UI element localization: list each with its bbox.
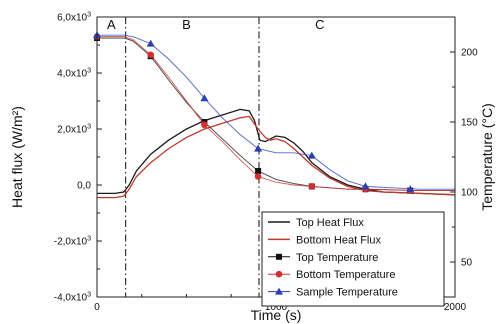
phase-layer: A B C: [107, 17, 325, 297]
x-tick-label: 1000: [265, 302, 288, 313]
phase-label-b: B: [182, 17, 191, 32]
sample-temperature-point: [406, 185, 415, 193]
legend-label-bottom-temperature: Bottom Temperature: [296, 269, 395, 281]
phase-label-a: A: [107, 17, 116, 32]
bottom-temperature-point: [308, 183, 316, 190]
top-temperature-line: [97, 37, 455, 192]
axis-layer: 0 1000 2000 6,0x103 4,0x103 2,0x103 0,0 -2,0x10…: [54, 12, 478, 314]
sample-temperature-point: [307, 151, 316, 159]
sample-temperature-point: [200, 94, 209, 102]
sample-temperature-point: [146, 39, 155, 47]
y2-tick-label: 100: [461, 188, 478, 199]
x-tick-label: 2000: [444, 302, 467, 313]
bottom-heat-flux-line: [97, 115, 456, 199]
sample-temperature-line: [97, 34, 455, 190]
phase-label-c: C: [315, 17, 324, 32]
y-tick-label: 0,0: [77, 181, 91, 192]
y2-tick-label: 50: [461, 258, 473, 269]
y-tick-label: 2,0x103: [57, 124, 91, 136]
bottom-temperature-point: [254, 173, 262, 180]
y-tick-label: -2,0x103: [54, 236, 91, 248]
top-temperature-point: [255, 168, 262, 174]
top-heat-flux-line: [97, 108, 456, 196]
y-axis-label: Heat flux (W/m²): [9, 106, 25, 208]
legend-label-bottom-heat-flux: Bottom Heat Flux: [296, 234, 381, 246]
x-axis-label: Time (s): [251, 307, 302, 323]
y-tick-label: -4,0x103: [54, 292, 91, 304]
legend-label-top-heat-flux: Top Heat Flux: [296, 217, 364, 229]
legend-marker-top-temperature: [276, 253, 282, 260]
series-layer: [93, 31, 456, 199]
legend-box: [261, 211, 445, 307]
y-tick-label: 4,0x103: [57, 68, 91, 80]
y2-tick-label: 150: [461, 118, 478, 129]
bottom-temperature-point: [147, 51, 154, 59]
y-tick-label: 6,0x103: [57, 12, 91, 24]
legend-marker-bottom-temperature: [275, 270, 283, 278]
sample-temperature-point: [361, 182, 370, 190]
x-tick-label: 0: [94, 302, 100, 313]
legend-label-sample-temperature: Sample Temperature: [296, 287, 398, 299]
bottom-temperature-line: [97, 36, 455, 192]
legend-label-top-temperature: Top Temperature: [296, 252, 378, 264]
legend-marker-sample-temperature: [275, 287, 283, 295]
y2-tick-label: 200: [461, 48, 478, 59]
bottom-temperature-point: [201, 121, 208, 129]
sample-temperature-point: [254, 144, 263, 152]
y2-axis-label: Temperature (°C): [479, 103, 495, 211]
legend: Top Heat Flux Bottom Heat Flux Top Tempera…: [261, 211, 445, 307]
